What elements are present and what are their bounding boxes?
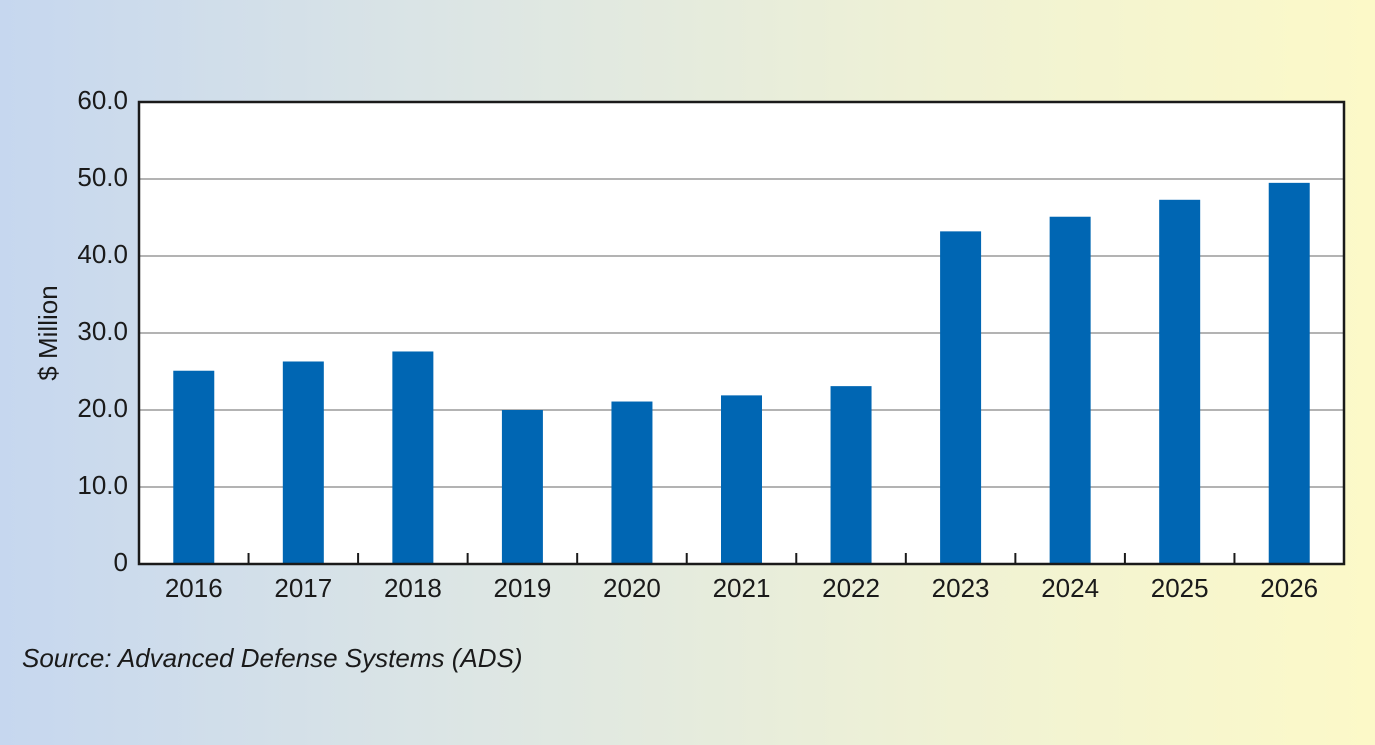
- x-axis-ticks: [247, 553, 1236, 564]
- x-tick-label: 2025: [1151, 573, 1209, 603]
- source-note: Source: Advanced Defense Systems (ADS): [22, 643, 523, 673]
- bar-2026: [1268, 182, 1310, 564]
- y-tick-label: 40.0: [77, 239, 128, 269]
- bar-2024: [1049, 216, 1091, 565]
- x-tick-label: 2016: [165, 573, 223, 603]
- bar-2018: [392, 351, 434, 564]
- y-tick-label: 10.0: [77, 470, 128, 500]
- bar-2021: [721, 395, 762, 564]
- x-axis-tick-labels: 2016 2017 2018 2019 2020 2021 2022 2023 2024 2025…: [165, 573, 1318, 603]
- x-tick-label: 2019: [493, 573, 551, 603]
- bar-2019: [501, 410, 543, 564]
- y-axis-title: $ Million: [33, 285, 63, 380]
- x-tick-label: 2018: [384, 573, 442, 603]
- bar-2025: [1159, 199, 1201, 565]
- bar-2016: [173, 370, 215, 564]
- y-tick-label: 0: [114, 547, 128, 577]
- x-tick-label: 2020: [603, 573, 661, 603]
- y-tick-label: 30.0: [77, 316, 128, 346]
- x-tick-label: 2022: [822, 573, 880, 603]
- plot-border: [137, 100, 1346, 566]
- y-tick-label: 20.0: [77, 393, 128, 423]
- bar-2017: [282, 361, 324, 564]
- bar-2020: [611, 401, 653, 564]
- x-tick-label: 2023: [932, 573, 990, 603]
- y-axis-tick-labels: 0 10.0 20.0 30.0 40.0 50.0 60.0: [77, 85, 128, 577]
- x-tick-label: 2024: [1041, 573, 1099, 603]
- bar-2023: [940, 231, 982, 565]
- x-tick-label: 2017: [274, 573, 332, 603]
- y-tick-label: 60.0: [77, 85, 128, 115]
- x-tick-label: 2026: [1260, 573, 1318, 603]
- y-tick-label: 50.0: [77, 162, 128, 192]
- bars: [173, 182, 1310, 565]
- x-tick-label: 2021: [713, 573, 771, 603]
- bar-2022: [830, 386, 872, 564]
